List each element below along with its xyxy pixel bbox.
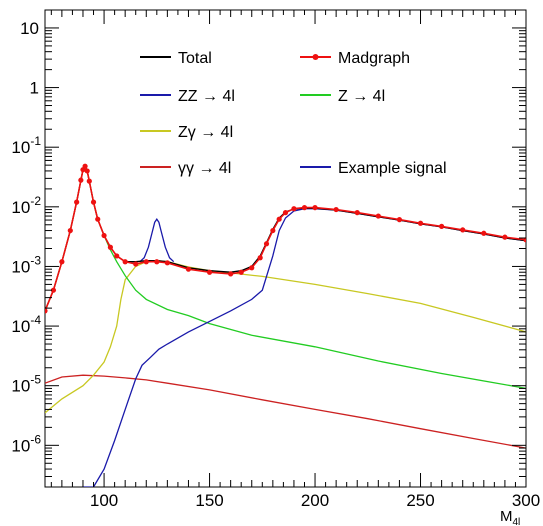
legend: Total Madgraph ZZ → 4l Z → 4l Zγ → 4l γγ → 4l…	[140, 50, 447, 177]
legend-item-madgraph: Madgraph	[300, 50, 410, 67]
data-point	[439, 223, 445, 229]
series-zz-4l	[83, 208, 526, 487]
x-axis-title-subscript: 4l	[513, 517, 521, 526]
data-point	[301, 205, 308, 211]
x-tick-label: 250	[406, 491, 434, 510]
legend-label: Zγ → 4l	[178, 124, 233, 141]
data-point	[78, 177, 84, 183]
legend-label: γγ → 4l	[178, 160, 231, 177]
series-total	[45, 164, 526, 312]
data-point	[282, 210, 289, 216]
data-point	[460, 227, 466, 233]
x-tick-label: 100	[90, 491, 118, 510]
data-point	[101, 232, 107, 239]
data-point	[154, 259, 160, 265]
y-tick-label: 10-3	[11, 253, 41, 276]
data-point	[82, 163, 88, 169]
data-point	[396, 217, 403, 223]
data-point	[95, 216, 101, 222]
data-point	[276, 216, 282, 222]
y-tick-label: 10-6	[11, 432, 41, 455]
series-z-4l	[45, 260, 526, 414]
data-point	[249, 265, 255, 271]
y-tick-label: 10-1	[11, 134, 41, 157]
legend-item-z-4l: Z → 4l	[300, 88, 385, 105]
legend-marker	[312, 54, 319, 60]
legend-item-z-4l: Zγ → 4l	[140, 124, 233, 141]
data-point	[257, 255, 263, 261]
legend-item-total: Total	[140, 50, 212, 67]
y-tick-label: 10-2	[11, 194, 41, 217]
series-4l	[45, 374, 526, 449]
data-point	[238, 269, 244, 275]
data-point	[291, 206, 297, 212]
data-point	[164, 260, 170, 266]
y-tick-label: 10-4	[11, 313, 41, 336]
series-line-madgraph	[45, 164, 526, 312]
y-tick-label: 10	[20, 19, 39, 38]
legend-label: Madgraph	[338, 50, 410, 67]
data-point	[481, 230, 487, 236]
x-tick-label: 150	[195, 491, 223, 510]
data-point	[263, 241, 270, 247]
series-madgraph	[45, 163, 526, 314]
data-point	[114, 253, 120, 259]
legend-item-example-signal: Example signal	[300, 160, 447, 177]
legend-label: ZZ → 4l	[178, 88, 235, 105]
series-example-signal	[139, 218, 175, 263]
data-point	[185, 266, 192, 272]
legend-item-zz-4l: ZZ → 4l	[140, 88, 235, 105]
x-tick-label: 300	[512, 491, 540, 510]
legend-label: Z → 4l	[338, 88, 385, 105]
series-layer	[45, 163, 526, 487]
y-tick-label: 10-5	[11, 373, 41, 396]
series-line-4l	[45, 374, 526, 449]
data-point	[86, 178, 92, 184]
data-point	[375, 213, 381, 219]
data-point	[312, 205, 318, 211]
ticks-layer: 100 150 200 250 300 10 1 10-1 10-2 10-3 10-4 10-5 10…	[11, 9, 540, 510]
data-point	[502, 234, 508, 240]
legend-item-4l: γγ → 4l	[140, 160, 231, 177]
data-point	[133, 261, 139, 267]
data-point	[50, 287, 57, 293]
data-point	[354, 210, 360, 216]
data-point	[59, 259, 65, 265]
data-point	[84, 168, 90, 174]
data-point	[122, 259, 128, 265]
data-point	[67, 227, 73, 234]
series-z-4l	[45, 164, 526, 390]
data-point	[143, 259, 149, 265]
data-point	[206, 269, 213, 275]
data-point	[45, 308, 48, 314]
x-tick-label: 200	[301, 491, 329, 510]
series-line-zz-4l	[83, 208, 526, 487]
data-point	[228, 271, 234, 277]
x-axis-title: M4l	[500, 508, 520, 526]
series-line-z-4l	[45, 164, 526, 390]
legend-label: Total	[178, 50, 212, 67]
y-tick-label: 1	[30, 79, 39, 98]
data-point	[107, 244, 113, 250]
plot-frame	[44, 9, 527, 488]
series-line-example-signal	[139, 218, 175, 263]
series-line-z-4l	[45, 260, 526, 414]
legend-label: Example signal	[338, 160, 447, 177]
data-point	[417, 220, 424, 226]
data-point	[74, 199, 80, 205]
data-point	[90, 199, 97, 205]
series-line-total	[45, 164, 526, 312]
data-point	[333, 206, 339, 213]
data-point	[270, 227, 276, 234]
